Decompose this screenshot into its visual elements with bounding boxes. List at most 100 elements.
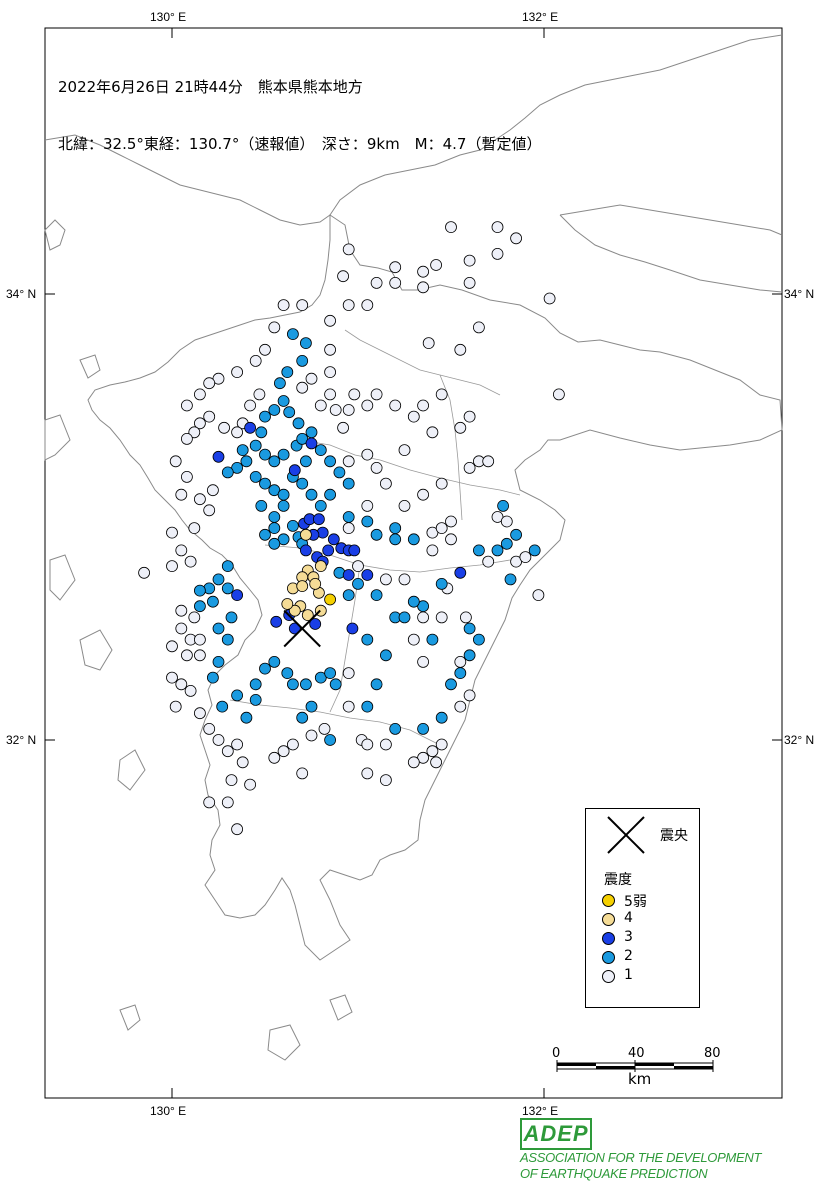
station-intensity-1 <box>435 522 448 534</box>
coastline-group <box>44 34 783 1061</box>
station-intensity-1 <box>225 774 238 786</box>
station-intensity-1 <box>342 404 355 416</box>
legend-label: 4 <box>624 910 633 926</box>
station-intensity-3 <box>327 533 340 546</box>
station-intensity-2 <box>259 662 271 675</box>
station-intensity-2 <box>268 511 281 523</box>
station-intensity-2 <box>259 477 271 490</box>
station-intensity-1 <box>218 421 231 434</box>
station-intensity-2 <box>206 595 219 608</box>
station-intensity-2 <box>463 622 476 635</box>
station-intensity-1 <box>221 796 234 809</box>
station-intensity-1 <box>188 522 201 534</box>
legend-label: 1 <box>624 967 633 983</box>
station-intensity-1 <box>166 526 178 539</box>
station-intensity-2 <box>231 689 244 702</box>
station-intensity-2 <box>528 544 541 557</box>
station-intensity-2 <box>454 667 467 679</box>
station-intensity-1 <box>231 738 244 751</box>
station-intensity-1 <box>389 261 402 274</box>
station-intensity-1 <box>175 544 188 557</box>
station-intensity-2 <box>193 584 206 597</box>
station-intensity-1 <box>426 426 439 439</box>
station-intensity-1 <box>482 455 495 468</box>
station-intensity-2 <box>342 589 355 601</box>
lon-tick-130-bottom: 130° E <box>150 1104 187 1118</box>
station-intensity-3 <box>312 513 325 526</box>
station-intensity-1 <box>553 388 565 401</box>
station-intensity-2 <box>240 455 253 468</box>
station-intensity-2 <box>370 528 383 541</box>
station-intensity-1 <box>454 421 467 434</box>
station-intensity-1 <box>398 444 411 457</box>
station-intensity-1 <box>188 426 201 439</box>
station-intensity-2 <box>435 578 448 590</box>
station-intensity-2 <box>193 600 206 613</box>
station-intensity-2 <box>472 544 485 557</box>
station-intensity-2 <box>305 488 318 501</box>
station-intensity-2 <box>221 560 234 572</box>
axis-ticks <box>45 28 782 1098</box>
legend: 震央 震度 5弱 4 3 2 1 <box>585 808 700 1008</box>
station-intensity-4 <box>296 580 309 592</box>
station-intensity-1 <box>193 649 206 662</box>
station-intensity-5lower <box>324 593 337 606</box>
station-intensity-1 <box>463 689 476 702</box>
station-intensity-2 <box>426 633 439 646</box>
station-intensity-2 <box>299 455 312 468</box>
event-header: 2022年6月26日 21時44分 熊本県熊本地方 北緯：32.5°東経：130… <box>58 40 541 173</box>
station-intensity-1 <box>519 551 532 563</box>
station-intensity-3 <box>361 569 374 581</box>
station-intensity-1 <box>305 729 318 742</box>
station-intensity-2 <box>299 337 312 350</box>
station-intensity-2 <box>249 439 262 452</box>
station-intensity-2 <box>249 694 262 706</box>
station-intensity-3 <box>348 544 361 557</box>
lon-tick-132-top: 132° E <box>522 10 559 24</box>
station-intensity-1 <box>324 388 337 401</box>
station-intensity-1 <box>175 622 188 635</box>
station-intensity-1 <box>184 685 197 697</box>
station-markers <box>138 221 565 836</box>
station-intensity-1 <box>361 767 374 780</box>
station-intensity-2 <box>407 533 420 546</box>
station-intensity-3 <box>231 589 244 601</box>
station-intensity-2 <box>281 667 294 679</box>
station-intensity-1 <box>203 796 216 809</box>
station-intensity-2 <box>305 700 318 713</box>
station-intensity-1 <box>379 573 392 586</box>
station-intensity-2 <box>329 678 342 691</box>
station-intensity-2 <box>277 395 290 407</box>
station-intensity-2 <box>268 404 281 416</box>
legend-epicenter-label: 震央 <box>660 828 688 844</box>
coastline-south-islands <box>119 994 353 1061</box>
station-intensity-2 <box>472 633 485 646</box>
station-intensity-1 <box>166 560 178 572</box>
lon-tick-132-bottom: 132° E <box>522 1104 559 1118</box>
station-intensity-1 <box>268 321 281 334</box>
station-intensity-1 <box>348 388 361 401</box>
station-intensity-1 <box>244 399 257 412</box>
station-intensity-2 <box>314 444 327 457</box>
station-intensity-2 <box>379 649 392 662</box>
station-intensity-1 <box>370 276 383 289</box>
station-intensity-1 <box>253 388 266 401</box>
station-intensity-2 <box>352 578 364 590</box>
station-intensity-1 <box>337 270 350 283</box>
station-intensity-3 <box>299 544 312 557</box>
station-intensity-2 <box>259 528 271 541</box>
station-intensity-2 <box>342 511 355 523</box>
station-intensity-1 <box>244 778 257 791</box>
station-intensity-2 <box>206 671 219 684</box>
station-intensity-2 <box>305 426 318 439</box>
station-intensity-4 <box>299 528 312 541</box>
station-intensity-1 <box>231 823 244 836</box>
station-intensity-1 <box>221 745 234 758</box>
station-intensity-2 <box>221 466 234 479</box>
station-intensity-3 <box>270 615 283 628</box>
station-intensity-2 <box>283 406 296 419</box>
scale-tick-80: 80 <box>704 1046 721 1061</box>
station-intensity-1 <box>500 515 513 528</box>
station-intensity-1 <box>342 455 355 468</box>
